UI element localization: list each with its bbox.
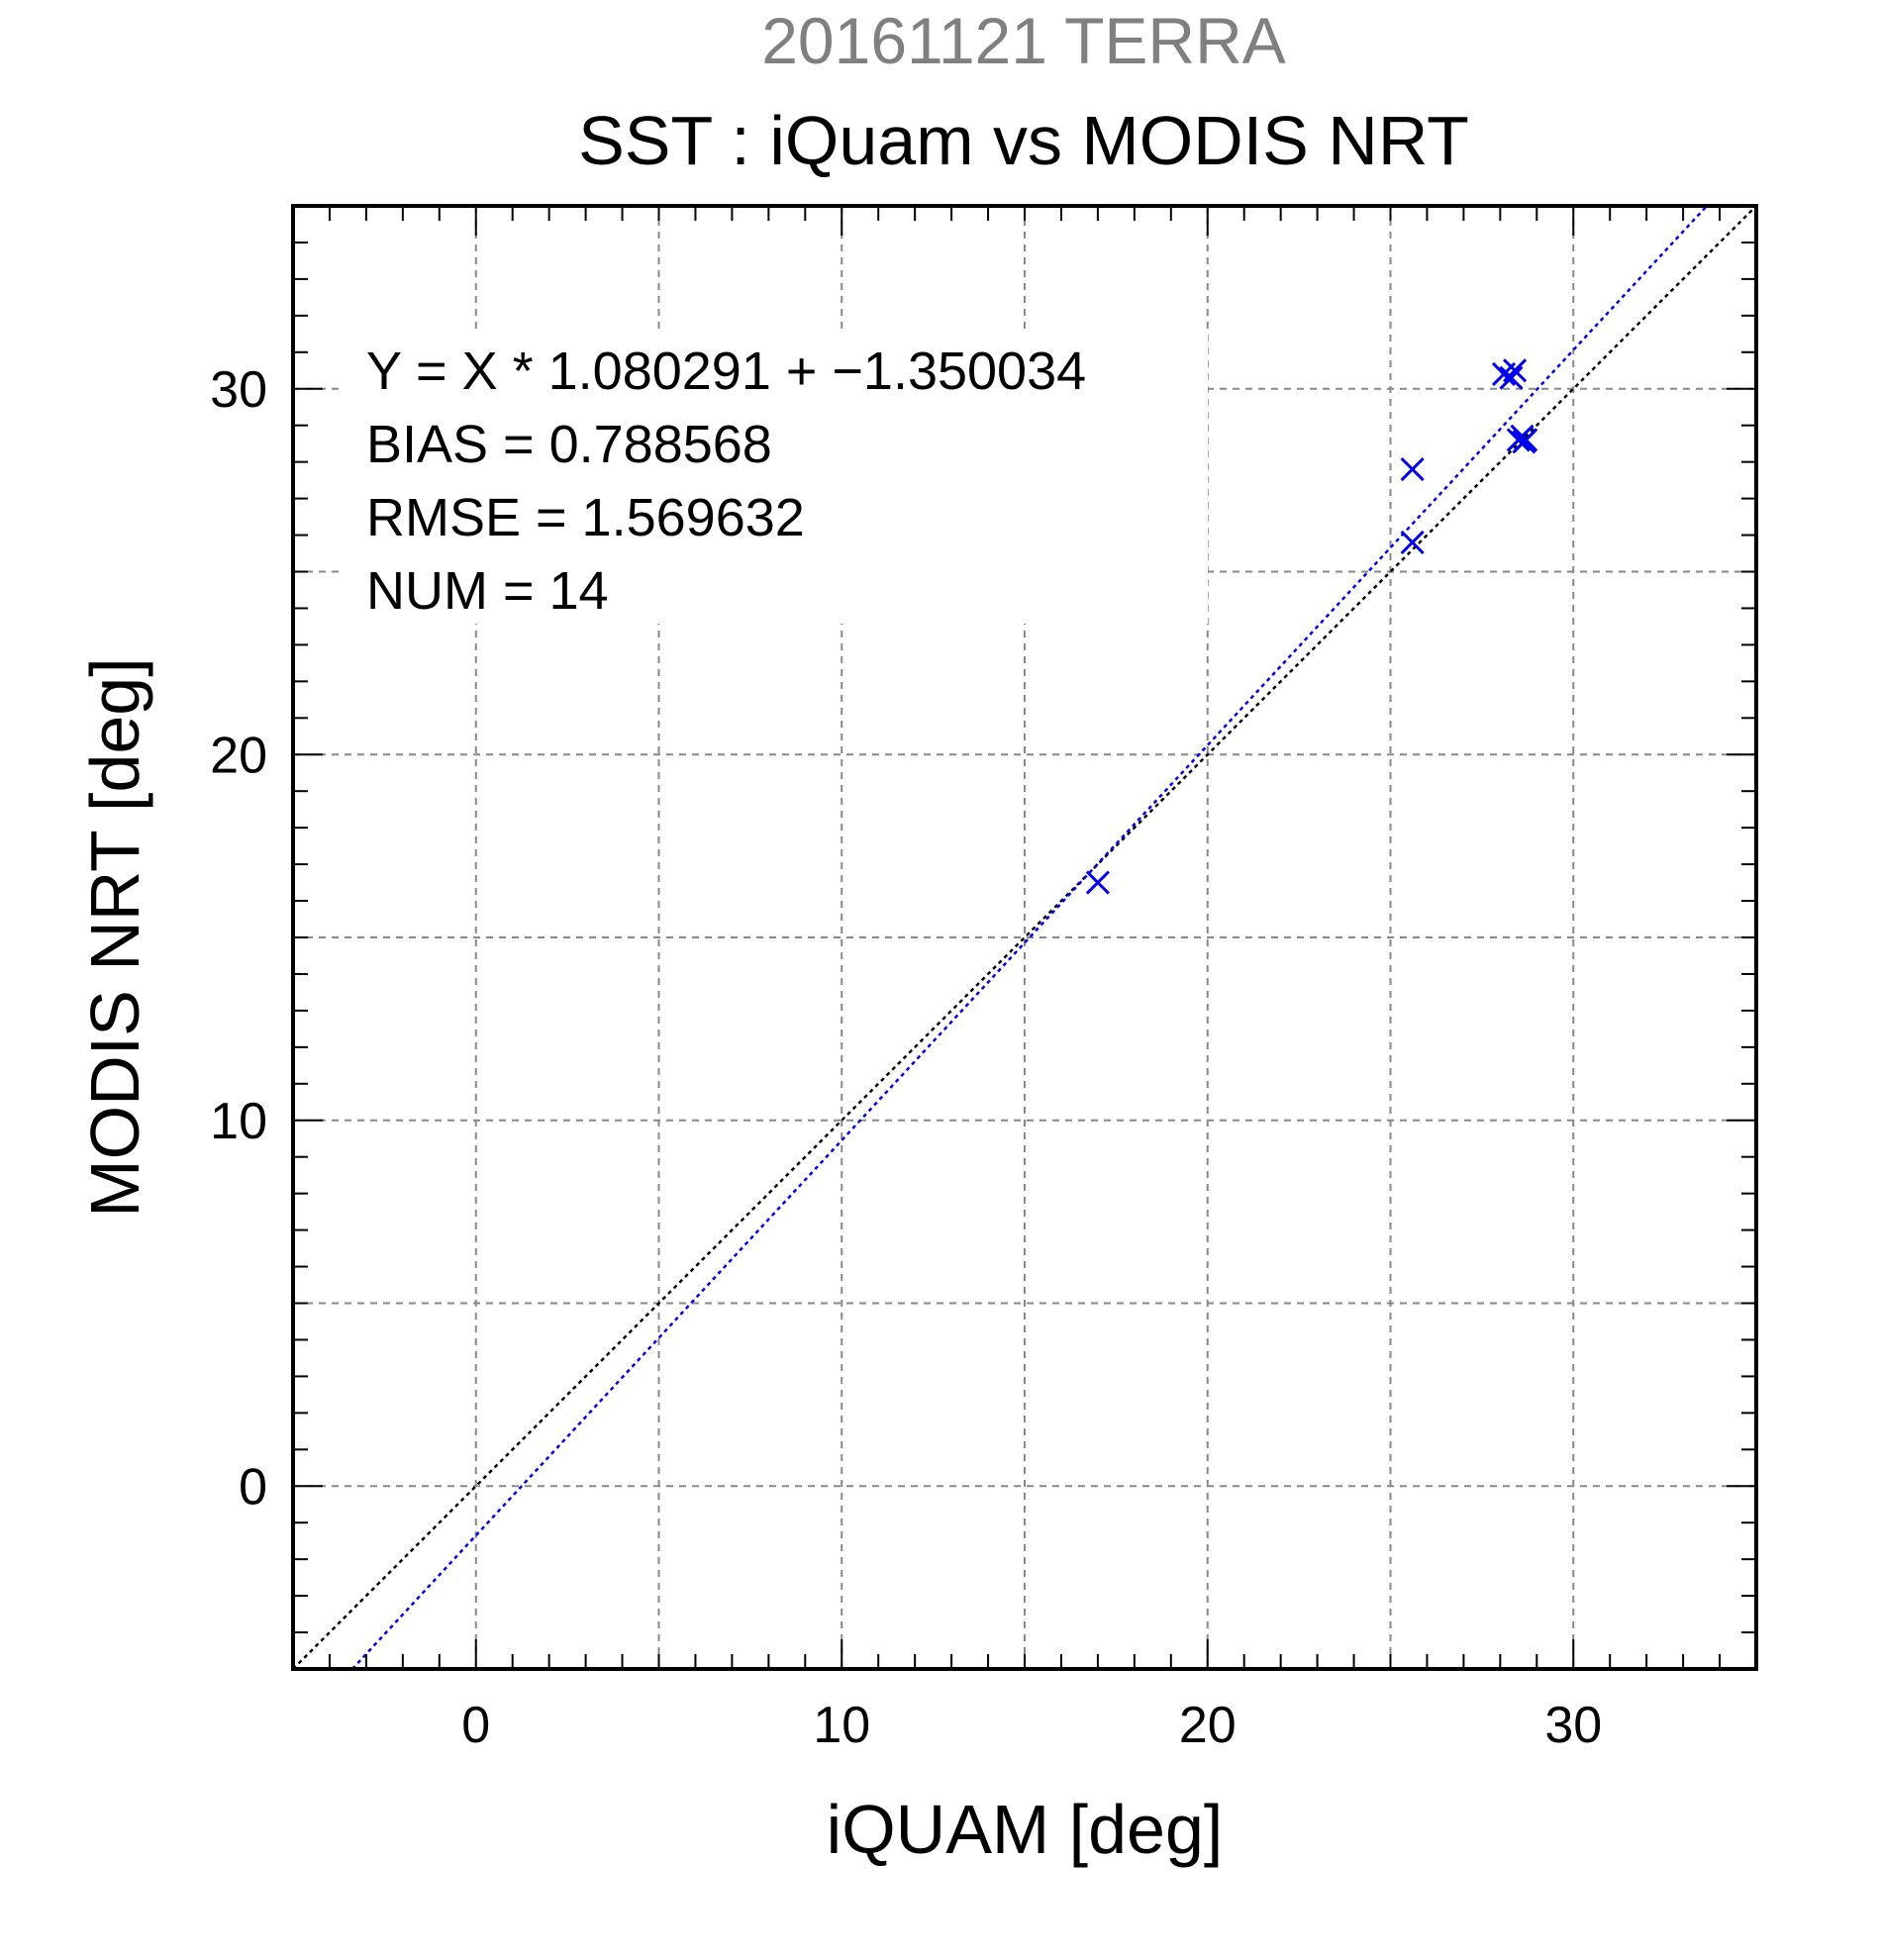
y-tick-labels: 0 10 20 30 [210, 361, 267, 1517]
stats-line: Y = X * 1.080291 + −1.350034 [366, 342, 1086, 401]
data-point-stroke [1499, 365, 1524, 390]
data-point-stroke [1400, 530, 1425, 555]
x-axis-label: iQUAM [deg] [827, 1791, 1224, 1868]
axis-ticks [292, 205, 1757, 1670]
x-tick-label: 10 [813, 1697, 870, 1754]
stats-line: RMSE = 1.569632 [366, 488, 805, 547]
chart-title: SST : iQuam vs MODIS NRT [578, 102, 1469, 179]
stats-line: BIAS = 0.788568 [366, 415, 772, 474]
y-tick-label: 10 [210, 1093, 267, 1150]
data-point [1503, 358, 1528, 383]
data-point [1400, 456, 1425, 482]
data-point [1512, 430, 1536, 454]
data-point-stroke [1400, 456, 1425, 482]
y-tick-label: 20 [210, 727, 267, 784]
x-tick-label: 30 [1544, 1697, 1602, 1754]
data-points [1085, 358, 1538, 895]
data-point [1499, 365, 1524, 390]
data-point-stroke [1512, 430, 1536, 454]
chart-supertitle: 20161121 TERRA [761, 4, 1286, 77]
data-point-stroke [1085, 870, 1110, 895]
stats-box: Y = X * 1.080291 + −1.350034 BIAS = 0.788… [342, 335, 1208, 624]
stats-background [342, 335, 1208, 624]
y-axis-label: MODIS NRT [deg] [76, 657, 153, 1217]
x-tick-label: 0 [461, 1697, 490, 1754]
data-point-stroke [1503, 358, 1528, 383]
y-tick-label: 0 [239, 1458, 267, 1516]
data-point [1400, 530, 1425, 555]
x-tick-label: 20 [1179, 1697, 1237, 1754]
plot-frame [291, 204, 1758, 1671]
data-point [1085, 870, 1110, 895]
y-tick-label: 30 [210, 361, 267, 419]
x-tick-labels: 0 10 20 30 [461, 1697, 1602, 1754]
stats-line: NUM = 14 [366, 561, 609, 621]
